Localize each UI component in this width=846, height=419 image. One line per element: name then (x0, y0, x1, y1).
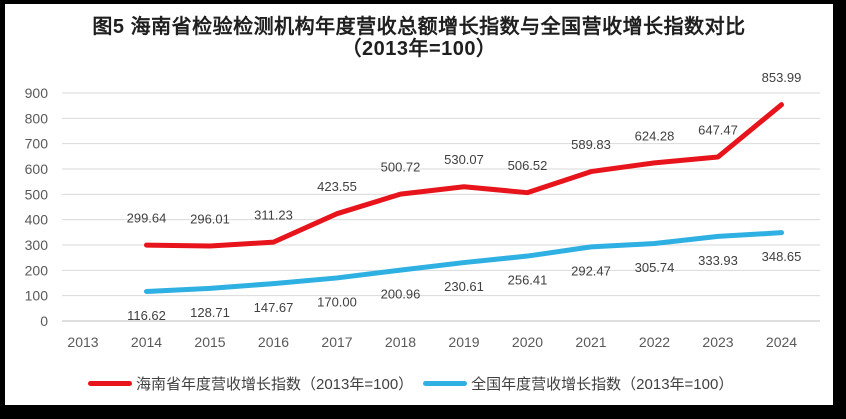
y-axis-tick-label: 0 (40, 313, 48, 329)
legend-label-hainan: 海南省年度营收增长指数（2013年=100） (136, 376, 414, 393)
x-axis-tick-label: 2023 (702, 334, 733, 350)
red-line-swatch-icon (88, 381, 132, 386)
national-index-line (144, 230, 784, 294)
chart-title-line1: 图5 海南省检验检测机构年度营收总额增长指数与全国营收增长指数对比 (92, 16, 746, 38)
y-axis-tick-label: 600 (25, 161, 49, 177)
x-axis-tick-label: 2019 (448, 334, 479, 350)
data-label: 423.55 (317, 179, 357, 194)
y-axis-tick-label: 500 (25, 186, 49, 202)
y-axis-tick-label: 200 (25, 262, 49, 278)
data-label: 624.28 (635, 128, 675, 143)
x-axis-tick-label: 2013 (67, 334, 98, 350)
data-label: 853.99 (762, 70, 802, 85)
data-label: 311.23 (254, 208, 293, 223)
x-axis-tick-label: 2022 (639, 334, 670, 350)
data-label: 230.61 (444, 279, 484, 294)
x-axis-tick-label: 2024 (766, 334, 797, 350)
data-label: 256.41 (508, 273, 548, 288)
y-axis-tick-label: 300 (25, 237, 49, 253)
data-label: 200.96 (381, 287, 421, 302)
data-label: 589.83 (571, 137, 611, 152)
data-label: 500.72 (381, 160, 421, 175)
blue-line-swatch-icon (423, 381, 468, 386)
data-label: 296.01 (190, 212, 230, 227)
x-axis-tick-label: 2014 (131, 334, 162, 350)
legend-item-national: 全国年度营收增长指数（2013年=100） (423, 373, 733, 394)
data-label: 299.64 (127, 211, 167, 226)
y-axis-tick-label: 900 (25, 85, 49, 101)
legend-item-hainan: 海南省年度营收增长指数（2013年=100） (88, 373, 413, 394)
data-label: 647.47 (698, 122, 738, 137)
x-axis-tick-label: 2018 (385, 334, 416, 350)
data-label: 333.93 (698, 253, 738, 268)
chart-canvas: 图5 海南省检验检测机构年度营收总额增长指数与全国营收增长指数对比 （2013年… (5, 4, 833, 405)
x-axis-tick-label: 2017 (321, 334, 352, 350)
data-label: 116.62 (127, 308, 166, 323)
chart-title: 图5 海南省检验检测机构年度营收总额增长指数与全国营收增长指数对比 （2013年… (5, 16, 833, 60)
y-axis-tick-label: 800 (25, 110, 49, 126)
x-axis-tick-label: 2015 (194, 334, 225, 350)
chart-title-line2: （2013年=100） (341, 38, 497, 60)
x-axis-tick-label: 2021 (575, 334, 606, 350)
data-label: 530.07 (444, 152, 484, 167)
data-label: 506.52 (508, 158, 548, 173)
line-chart-plot: 0 100 200 300 400 500 600 700 800 900 2013 2014 2015… (25, 70, 820, 350)
legend: 海南省年度营收增长指数（2013年=100） 全国年度营收增长指数（2013年=… (88, 373, 733, 394)
legend-label-national: 全国年度营收增长指数（2013年=100） (471, 376, 734, 393)
x-axis-tick-label: 2020 (512, 334, 543, 350)
x-axis-tick-label: 2016 (258, 334, 289, 350)
hainan-index-line (144, 102, 784, 249)
data-label: 147.67 (254, 300, 294, 315)
y-axis-tick-label: 700 (25, 136, 49, 152)
data-label: 128.71 (190, 305, 230, 320)
y-axis-tick-label: 100 (25, 288, 49, 304)
data-label: 348.65 (762, 249, 802, 264)
data-label: 305.74 (635, 260, 675, 275)
y-axis-tick-label: 400 (25, 212, 49, 228)
data-label: 170.00 (317, 294, 357, 309)
data-label: 292.47 (571, 263, 611, 278)
